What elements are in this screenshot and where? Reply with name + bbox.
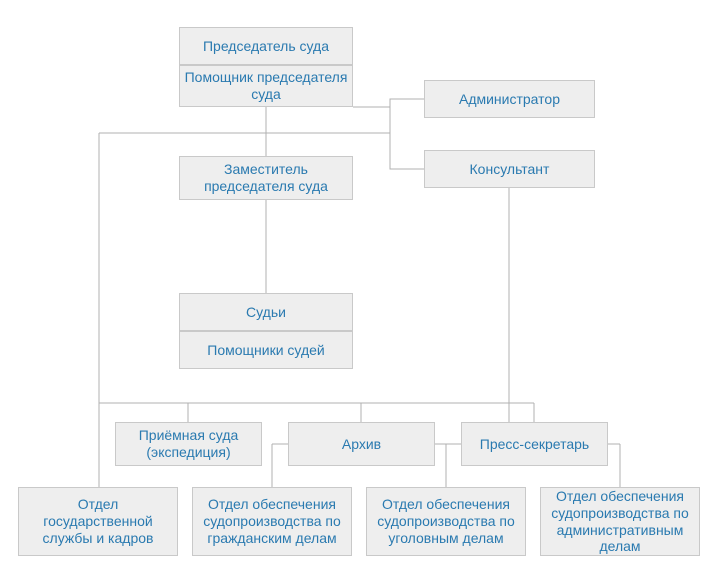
org-node-label: Отдел обеспечения судопроизводства по гр… — [197, 496, 347, 546]
org-node-label: Заместитель председателя суда — [184, 161, 348, 195]
org-node-archive: Архив — [288, 422, 435, 466]
org-node-chairman_aide: Помощник председателя суда — [179, 65, 353, 107]
org-node-reception: Приёмная суда (экспедиция) — [115, 422, 262, 466]
org-node-label: Помощники судей — [207, 342, 324, 359]
org-node-label: Архив — [342, 436, 381, 453]
org-node-admin: Администратор — [424, 80, 595, 118]
org-node-deputy: Заместитель председателя суда — [179, 156, 353, 200]
org-node-label: Администратор — [459, 91, 560, 108]
org-node-label: Отдел государственной службы и кадров — [23, 496, 173, 546]
org-node-label: Помощник председателя суда — [184, 69, 348, 103]
org-node-admin_cases_dept: Отдел обеспечения судопроизводства по ад… — [540, 487, 700, 556]
org-node-press: Пресс-секретарь — [461, 422, 608, 466]
org-node-hr_dept: Отдел государственной службы и кадров — [18, 487, 178, 556]
org-node-label: Председатель суда — [203, 38, 329, 55]
org-node-consultant: Консультант — [424, 150, 595, 188]
org-node-civil_dept: Отдел обеспечения судопроизводства по гр… — [192, 487, 352, 556]
org-node-label: Отдел обеспечения судопроизводства по ад… — [545, 488, 695, 555]
org-node-chairman: Председатель суда — [179, 27, 353, 65]
org-node-judges: Судьи — [179, 293, 353, 331]
org-node-label: Консультант — [470, 161, 550, 178]
org-node-criminal_dept: Отдел обеспечения судопроизводства по уг… — [366, 487, 526, 556]
org-node-label: Отдел обеспечения судопроизводства по уг… — [371, 496, 521, 546]
org-node-label: Приёмная суда (экспедиция) — [120, 427, 257, 461]
org-node-label: Пресс-секретарь — [480, 436, 589, 453]
org-node-label: Судьи — [246, 304, 286, 321]
org-node-judge_aides: Помощники судей — [179, 331, 353, 369]
